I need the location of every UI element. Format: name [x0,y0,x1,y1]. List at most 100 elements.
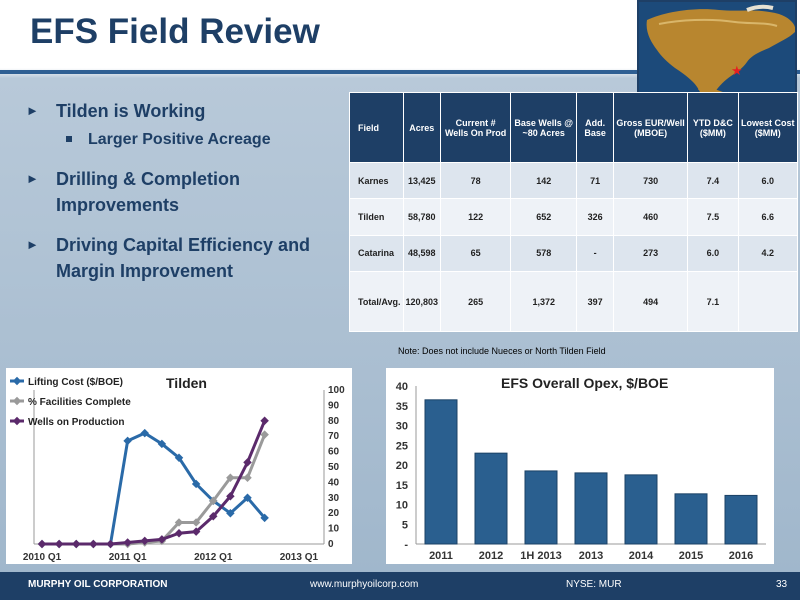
footer-ticker: NYSE: MUR [566,579,622,590]
opex-chart: EFS Overall Opex, $/BOE - 5 10 15 20 25 30 35 40 2… [386,368,774,564]
page-number: 33 [776,579,788,590]
y-tick-label: 60 [328,447,340,458]
y-tick-label: 35 [396,401,408,413]
chart-title: EFS Overall Opex, $/BOE [501,375,668,391]
data-point [260,416,269,426]
cell: 730 [613,161,689,200]
arrow-bullet-icon: ► [26,103,39,118]
data-point [243,493,252,503]
x-tick-label: 2013 [579,550,603,562]
bar [474,452,508,545]
chart-title: Tilden [166,375,207,391]
legend-marker [12,396,22,406]
data-point [72,539,81,549]
cell: 122 [440,198,512,236]
bullet-drilling: ► Drilling & Completion Improvements [26,166,346,218]
col-header-base-wells: Base Wells @ ~80 Acres [510,92,578,163]
x-tick-label: 2013 Q1 [280,552,319,563]
data-point [226,508,235,518]
cell: 13,425 [402,161,442,200]
bar [724,494,758,545]
bar [524,470,558,545]
cell: 120,803 [402,271,442,332]
x-tick-label: 1H 2013 [520,550,562,562]
col-header-lowest-cost: Lowest Cost ($MM) [737,92,799,163]
table-row: Catarina 48,598 65 578 - 273 6.0 4.2 [349,234,799,273]
cell: 58,780 [402,198,442,236]
y-tick-label: 20 [328,508,340,519]
col-header-add-base: Add. Base [576,92,615,163]
bullet-capital: ► Driving Capital Efficiency and Margin … [26,232,346,284]
col-header-field: Field [349,92,404,163]
bar [624,474,658,545]
cell: 494 [613,271,689,332]
data-point [209,512,218,521]
bar [674,493,708,545]
table-row: Total/Avg. 120,803 265 1,372 397 494 7.1 [349,271,799,332]
data-point [209,496,218,506]
cell: Karnes [349,161,404,200]
y-tick-label: 10 [396,500,408,512]
location-star-icon: ★ [731,63,743,78]
bar [424,399,458,545]
y-tick-label: 0 [328,539,334,550]
data-point [140,536,149,546]
cell: Catarina [349,234,404,273]
title-divider [0,70,800,74]
bullet-text: Drilling & Completion Improvements [56,169,240,215]
footer-bar: MURPHY OIL CORPORATION www.murphyoilcorp… [0,572,800,600]
y-tick-label: 80 [328,416,340,427]
page-title: EFS Field Review [30,12,320,51]
table-note: Note: Does not include Nueces or North T… [398,346,606,356]
cell: 6.0 [737,161,799,200]
footer-url[interactable]: www.murphyoilcorp.com [310,579,419,590]
bullet-text: Driving Capital Efficiency and Margin Im… [56,235,311,281]
y-tick-label: 70 [328,431,340,442]
cell: 7.5 [687,198,739,236]
col-header-current-wells: Current # Wells On Prod [440,92,512,163]
data-point [260,513,269,523]
y-tick-label: 10 [328,524,340,535]
y-tick-label: 50 [328,462,340,473]
data-point [123,538,132,547]
cell: 265 [440,271,512,332]
tilden-chart: 0 10 20 30 40 50 60 70 80 90 100 2010 Q1 2011 Q1 2012… [6,368,352,564]
y-tick-label: - [404,539,408,551]
y-tick-label: 20 [396,460,408,472]
data-point [174,528,184,538]
sub-bullet-text: Larger Positive Acreage [88,131,271,148]
data-point [37,539,47,549]
data-point [89,539,98,549]
data-point [226,473,235,483]
cell: 326 [576,198,615,236]
bullet-text: Tilden is Working [56,101,206,121]
cell: 78 [440,161,512,200]
tilden-line-chart: 0 10 20 30 40 50 60 70 80 90 100 2010 Q1 2011 Q1 2012… [10,375,345,563]
legend-marker [12,376,22,386]
y-tick-label: 100 [328,385,345,396]
col-header-ytd-dc: YTD D&C ($MM) [687,92,739,163]
cell: 4.2 [737,234,799,273]
cell: 1,372 [510,271,578,332]
data-point [54,539,64,549]
legend-label: Wells on Production [28,417,124,428]
y-tick-label: 25 [396,440,408,452]
square-bullet-icon [66,136,72,142]
x-tick-label: 2012 Q1 [194,552,233,563]
y-tick-label: 30 [396,421,408,433]
x-tick-label: 2011 [429,550,453,562]
col-header-gross-eur: Gross EUR/Well (MBOE) [613,92,689,163]
table-row: Tilden 58,780 122 652 326 460 7.5 6.6 [349,198,799,236]
y-tick-label: 5 [402,519,408,531]
legend-label: Lifting Cost ($/BOE) [28,377,123,388]
cell: 397 [576,271,615,332]
cell: 460 [613,198,689,236]
arrow-bullet-icon: ► [26,237,39,252]
x-tick-label: 2015 [679,550,703,562]
footer-company: MURPHY OIL CORPORATION [28,579,168,590]
data-point [106,539,115,549]
x-tick-label: 2012 [479,550,503,562]
bullet-list: ► Tilden is Working Larger Positive Acre… [26,98,346,284]
data-point [243,473,252,483]
cell: 65 [440,234,512,273]
